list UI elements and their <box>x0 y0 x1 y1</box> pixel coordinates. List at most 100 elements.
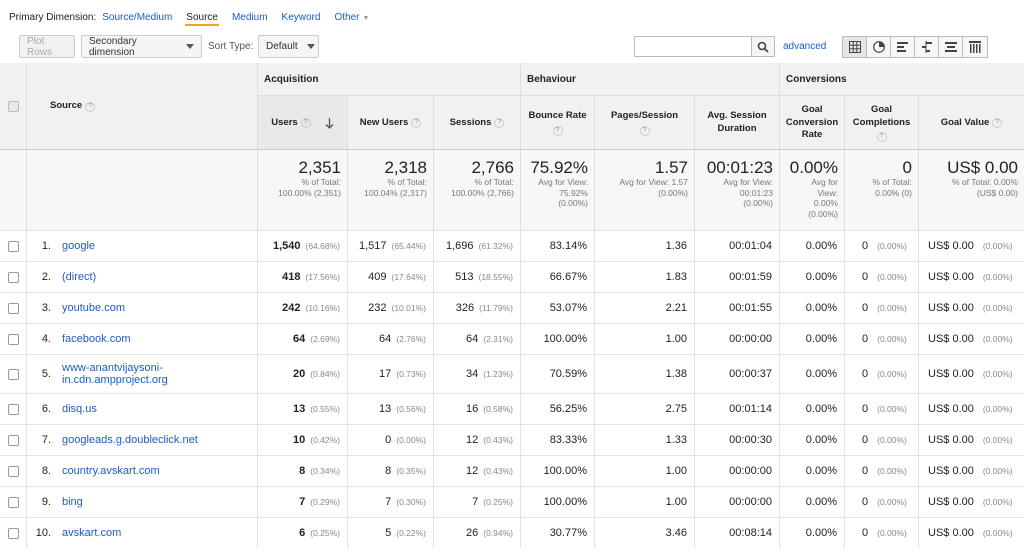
completions-cell: 0 (0.00%) <box>845 231 919 261</box>
avg-session-duration-column-header[interactable]: Avg. Session Duration <box>695 96 780 150</box>
dimension-option-source[interactable]: Source <box>186 11 218 23</box>
conversion-rate-value: 0.00% <box>805 333 837 345</box>
sessions-pct: (1.23%) <box>483 369 513 379</box>
source-link[interactable]: avskart.com <box>62 527 122 539</box>
help-icon[interactable]: ? <box>552 126 563 137</box>
completions-pct: (0.00%) <box>877 466 907 476</box>
conversion-rate-value: 0.00% <box>805 527 837 539</box>
users-cell: 13 (0.55%) <box>258 394 348 424</box>
source-column-header[interactable]: Source? <box>27 63 258 150</box>
source-cell: 5. www-anantvijaysoni-in.cdn.ampproject.o… <box>27 355 258 393</box>
sessions-column-header[interactable]: Sessions? <box>434 96 521 150</box>
dimension-option-source-medium[interactable]: Source/Medium <box>102 11 173 23</box>
users-cell: 8 (0.34%) <box>258 456 348 486</box>
new-users-pct: (0.56%) <box>396 404 426 414</box>
goal-conversion-rate-column-header[interactable]: Goal Conversion Rate <box>780 96 845 150</box>
row-index: 6. <box>41 403 51 415</box>
pages-session-column-header[interactable]: Pages/Session? <box>595 96 695 150</box>
dimension-option-other[interactable]: Other ▼ <box>334 12 369 23</box>
secondary-dimension-dropdown[interactable]: Secondary dimension <box>81 35 202 58</box>
users-pct: (0.55%) <box>310 404 340 414</box>
help-icon[interactable]: ? <box>85 101 96 112</box>
sessions-cell: 326 (11.79%) <box>434 293 521 323</box>
users-column-header[interactable]: Users? <box>258 96 348 150</box>
users-value: 1,540 <box>272 240 301 252</box>
completions-cell: 0 (0.00%) <box>845 518 919 548</box>
users-header-label: Users <box>271 116 298 128</box>
help-icon[interactable]: ? <box>639 126 650 137</box>
help-icon[interactable]: ? <box>411 118 422 128</box>
row-index: 8. <box>41 465 51 477</box>
row-checkbox[interactable] <box>7 434 19 446</box>
bar-view-icon[interactable] <box>891 37 915 57</box>
comparison-view-icon[interactable] <box>915 37 939 57</box>
table-search-input[interactable] <box>634 36 752 57</box>
completions-cell: 0 (0.00%) <box>845 293 919 323</box>
dimension-option-keyword[interactable]: Keyword <box>281 11 321 23</box>
caret-down-icon <box>306 44 315 49</box>
row-checkbox[interactable] <box>7 527 19 539</box>
duration-cell: 00:01:59 <box>695 262 780 292</box>
grid-view-icon[interactable] <box>843 37 867 57</box>
users-value: 20 <box>292 368 306 380</box>
source-link[interactable]: www-anantvijaysoni-in.cdn.ampproject.org <box>62 362 168 386</box>
conversion-rate-cell: 0.00% <box>780 425 845 455</box>
duration-cell: 00:00:30 <box>695 425 780 455</box>
row-checkbox[interactable] <box>7 368 19 380</box>
source-link[interactable]: (direct) <box>62 271 97 283</box>
row-checkbox[interactable] <box>7 240 19 252</box>
table-row: 2. (direct) 418 (17.56%) 409 (17.64%) 513 (1… <box>0 261 1024 292</box>
new-users-column-header[interactable]: New Users? <box>348 96 434 150</box>
bounce-rate-column-header[interactable]: Bounce Rate? <box>521 96 595 150</box>
source-link[interactable]: youtube.com <box>62 302 125 314</box>
row-checkbox[interactable] <box>7 496 19 508</box>
sessions-cell: 1,696 (61.32%) <box>434 231 521 261</box>
row-checkbox[interactable] <box>7 271 19 283</box>
new-users-cell: 5 (0.22%) <box>348 518 434 548</box>
dimension-option-medium[interactable]: Medium <box>231 11 268 23</box>
pages-session-cell: 1.83 <box>595 262 695 292</box>
advanced-filter-link[interactable]: advanced <box>783 41 827 52</box>
source-cell: 3. youtube.com <box>27 293 258 323</box>
pivot-view-icon[interactable] <box>963 37 987 57</box>
pie-view-icon[interactable] <box>867 37 891 57</box>
help-icon[interactable]: ? <box>300 118 311 128</box>
sessions-cell: 26 (0.94%) <box>434 518 521 548</box>
help-icon[interactable]: ? <box>494 118 505 128</box>
conversion-rate-value: 0.00% <box>805 302 837 314</box>
source-link[interactable]: disq.us <box>62 403 97 415</box>
totals-new-users: 2,318 % of Total: 100.04% (2,317) <box>348 150 434 230</box>
row-checkbox[interactable] <box>7 302 19 314</box>
totals-duration-sub1: Avg for View: <box>723 177 773 187</box>
source-link[interactable]: country.avskart.com <box>62 465 160 477</box>
new-users-pct: (0.73%) <box>396 369 426 379</box>
pages-session-cell: 2.75 <box>595 394 695 424</box>
goal-value-column-header[interactable]: Goal Value? <box>919 96 1024 150</box>
new-users-cell: 17 (0.73%) <box>348 355 434 393</box>
goal-completions-column-header[interactable]: Goal Completions? <box>845 96 919 150</box>
duration-value: 00:01:04 <box>729 240 772 252</box>
sort-type-dropdown[interactable]: Default <box>258 35 319 58</box>
duration-value: 00:08:14 <box>729 527 772 539</box>
select-all-checkbox[interactable] <box>7 101 19 112</box>
pages-session-cell: 1.00 <box>595 487 695 517</box>
source-link[interactable]: bing <box>62 496 83 508</box>
search-button[interactable] <box>751 36 775 57</box>
help-icon[interactable]: ? <box>992 118 1003 128</box>
duration-value: 00:00:00 <box>729 465 772 477</box>
source-link[interactable]: facebook.com <box>62 333 131 345</box>
source-link[interactable]: googleads.g.doubleclick.net <box>62 434 198 446</box>
users-value: 242 <box>282 302 301 314</box>
bounce-rate-cell: 53.07% <box>521 293 595 323</box>
row-checkbox[interactable] <box>7 333 19 345</box>
sort-type-label: Sort Type: <box>208 41 254 52</box>
row-checkbox[interactable] <box>7 465 19 477</box>
bounce-rate-cell: 66.67% <box>521 262 595 292</box>
row-checkbox[interactable] <box>7 403 19 415</box>
plot-rows-button[interactable]: Plot Rows <box>19 35 75 58</box>
help-icon[interactable]: ? <box>876 131 887 142</box>
goal-value-cell: US$ 0.00 (0.00%) <box>919 355 1024 393</box>
term-cloud-icon[interactable] <box>939 37 963 57</box>
pages-session-value: 1.00 <box>665 465 687 477</box>
source-link[interactable]: google <box>62 240 96 252</box>
